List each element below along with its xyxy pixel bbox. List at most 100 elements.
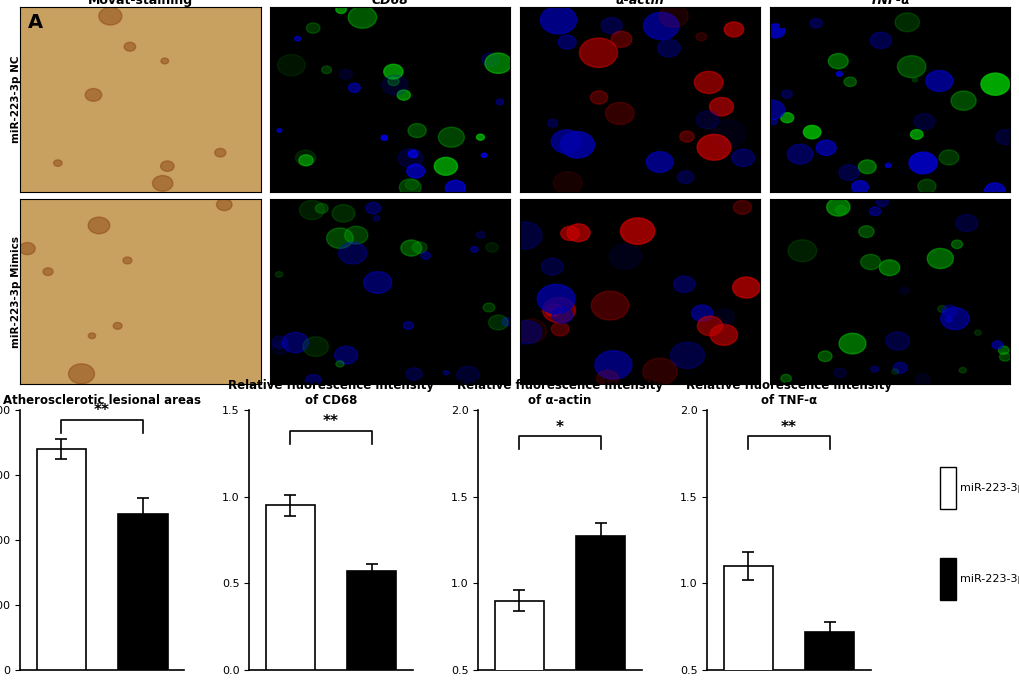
- Circle shape: [951, 240, 962, 248]
- Circle shape: [610, 31, 631, 47]
- Circle shape: [835, 205, 846, 214]
- Circle shape: [68, 364, 95, 384]
- Circle shape: [153, 175, 172, 191]
- Circle shape: [421, 252, 430, 259]
- Text: miR-223-3p NC: miR-223-3p NC: [959, 483, 1019, 493]
- Circle shape: [788, 239, 816, 262]
- Circle shape: [899, 287, 908, 294]
- Text: D: D: [776, 13, 792, 31]
- Text: B: B: [277, 13, 291, 31]
- Circle shape: [123, 257, 131, 264]
- Circle shape: [983, 183, 1004, 199]
- Circle shape: [335, 361, 343, 367]
- Circle shape: [713, 309, 734, 325]
- Circle shape: [669, 342, 704, 369]
- Circle shape: [373, 216, 379, 221]
- Circle shape: [908, 152, 936, 174]
- Circle shape: [809, 18, 821, 28]
- Circle shape: [551, 322, 569, 336]
- Circle shape: [124, 43, 136, 51]
- Circle shape: [925, 70, 952, 91]
- Circle shape: [321, 66, 331, 74]
- Circle shape: [694, 71, 722, 94]
- Circle shape: [338, 242, 367, 264]
- Circle shape: [335, 6, 346, 13]
- Circle shape: [839, 333, 865, 354]
- Circle shape: [875, 198, 888, 207]
- Bar: [118, 514, 167, 670]
- Circle shape: [445, 180, 465, 196]
- Circle shape: [215, 149, 225, 157]
- Circle shape: [910, 130, 922, 140]
- Text: miR-223-3p Mimics: miR-223-3p Mimics: [959, 574, 1019, 584]
- Circle shape: [396, 90, 410, 100]
- Circle shape: [868, 207, 879, 216]
- Circle shape: [99, 7, 121, 25]
- Circle shape: [691, 305, 712, 322]
- Circle shape: [999, 352, 1010, 361]
- Circle shape: [559, 132, 594, 158]
- Circle shape: [766, 24, 784, 38]
- Title: Relative fluorescence intensity
of α-actin: Relative fluorescence intensity of α-act…: [457, 379, 662, 407]
- Circle shape: [344, 226, 368, 244]
- Circle shape: [913, 114, 933, 130]
- Circle shape: [315, 203, 328, 214]
- Circle shape: [594, 350, 632, 379]
- Circle shape: [567, 224, 589, 242]
- Circle shape: [709, 120, 745, 147]
- Circle shape: [476, 232, 485, 238]
- Title: α-actin: α-actin: [615, 0, 663, 7]
- Circle shape: [709, 98, 733, 116]
- Circle shape: [484, 53, 511, 73]
- Circle shape: [803, 126, 820, 139]
- Circle shape: [339, 69, 352, 80]
- Circle shape: [434, 157, 458, 175]
- Circle shape: [457, 366, 479, 384]
- Circle shape: [758, 100, 784, 119]
- Circle shape: [695, 111, 718, 128]
- Circle shape: [815, 140, 836, 156]
- Circle shape: [679, 131, 694, 142]
- Circle shape: [481, 153, 486, 158]
- Circle shape: [894, 13, 918, 31]
- Circle shape: [950, 91, 975, 110]
- Circle shape: [642, 358, 677, 385]
- Circle shape: [579, 38, 616, 68]
- Circle shape: [300, 200, 324, 220]
- Circle shape: [403, 322, 413, 329]
- Circle shape: [272, 336, 287, 348]
- Circle shape: [991, 341, 1002, 349]
- FancyBboxPatch shape: [938, 558, 955, 600]
- Circle shape: [858, 160, 875, 174]
- Circle shape: [501, 318, 512, 326]
- Circle shape: [851, 181, 867, 193]
- Y-axis label: miR-223-3p Mimics: miR-223-3p Mimics: [11, 236, 21, 348]
- Circle shape: [481, 53, 499, 66]
- Circle shape: [836, 72, 842, 76]
- Circle shape: [860, 254, 879, 269]
- Circle shape: [305, 375, 321, 387]
- Circle shape: [381, 135, 387, 140]
- Circle shape: [54, 160, 62, 166]
- Circle shape: [958, 367, 965, 373]
- Circle shape: [89, 333, 96, 339]
- Circle shape: [560, 226, 579, 240]
- Circle shape: [382, 75, 408, 95]
- Circle shape: [326, 228, 353, 248]
- Circle shape: [973, 330, 980, 335]
- Circle shape: [657, 39, 680, 57]
- Circle shape: [893, 362, 906, 373]
- Circle shape: [695, 33, 706, 41]
- Circle shape: [161, 58, 168, 64]
- Circle shape: [590, 91, 607, 104]
- Circle shape: [387, 77, 398, 86]
- Circle shape: [600, 17, 622, 34]
- Circle shape: [275, 272, 282, 277]
- Circle shape: [347, 6, 376, 29]
- Circle shape: [731, 149, 754, 167]
- Bar: [576, 537, 625, 698]
- Circle shape: [884, 332, 909, 350]
- Circle shape: [383, 64, 403, 79]
- Circle shape: [397, 149, 422, 168]
- Circle shape: [282, 332, 309, 352]
